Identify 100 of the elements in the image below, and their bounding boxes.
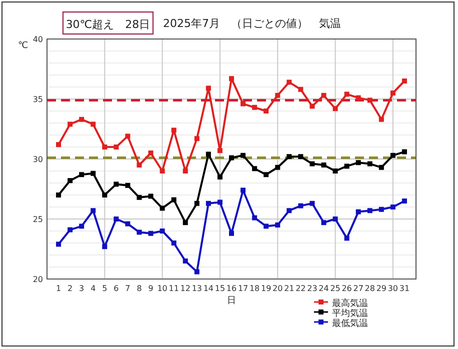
x-tick-label: 25 bbox=[330, 284, 340, 293]
x-tick-label: 5 bbox=[102, 284, 108, 293]
point bbox=[125, 221, 130, 226]
chart-title: 2025年7月 （日ごとの値） 気温 bbox=[163, 17, 341, 30]
point bbox=[332, 216, 338, 222]
x-tick-label: 28 bbox=[364, 284, 375, 293]
x-tick-label: 26 bbox=[342, 284, 352, 293]
point bbox=[264, 108, 269, 114]
point bbox=[68, 227, 73, 232]
point bbox=[390, 90, 396, 96]
point bbox=[390, 204, 396, 210]
x-tick-label: 21 bbox=[284, 284, 294, 293]
point bbox=[102, 144, 108, 150]
x-tick-label: 27 bbox=[353, 284, 364, 293]
point bbox=[90, 170, 96, 176]
point bbox=[114, 216, 119, 222]
legend-label: 最高気温 bbox=[332, 298, 368, 309]
x-tick-label: 8 bbox=[136, 284, 142, 293]
point bbox=[240, 152, 246, 158]
point bbox=[79, 116, 84, 122]
point bbox=[206, 86, 211, 91]
point bbox=[275, 164, 280, 170]
point bbox=[160, 206, 165, 211]
point bbox=[79, 172, 84, 178]
point bbox=[298, 154, 304, 160]
point bbox=[310, 161, 315, 166]
point bbox=[275, 222, 280, 228]
y-tick-label: 25 bbox=[32, 215, 43, 224]
point bbox=[229, 230, 234, 236]
point bbox=[90, 122, 96, 127]
point bbox=[286, 80, 292, 85]
point bbox=[56, 242, 62, 247]
x-tick-label: 12 bbox=[180, 284, 190, 293]
x-axis-title: 日 bbox=[227, 296, 236, 306]
point bbox=[310, 200, 315, 206]
point bbox=[160, 228, 165, 234]
x-tick-label: 14 bbox=[203, 284, 214, 293]
point bbox=[310, 104, 315, 109]
point bbox=[206, 152, 211, 157]
point bbox=[136, 194, 142, 200]
x-tick-label: 19 bbox=[261, 284, 272, 293]
point bbox=[344, 164, 350, 169]
point bbox=[367, 98, 372, 103]
point bbox=[194, 200, 200, 206]
point bbox=[367, 208, 372, 214]
x-tick-label: 29 bbox=[376, 284, 386, 293]
point bbox=[378, 206, 384, 212]
x-tick-label: 1 bbox=[56, 284, 62, 293]
point bbox=[275, 92, 280, 98]
point bbox=[378, 164, 384, 170]
point bbox=[286, 208, 292, 214]
point bbox=[240, 188, 246, 193]
point bbox=[378, 116, 384, 122]
point bbox=[114, 182, 119, 187]
point bbox=[321, 92, 326, 98]
point bbox=[402, 198, 407, 204]
x-tick-label: 18 bbox=[249, 284, 260, 293]
point bbox=[136, 162, 142, 168]
point bbox=[125, 134, 130, 139]
point bbox=[217, 148, 222, 154]
x-tick-label: 6 bbox=[114, 284, 119, 293]
x-tick-label: 4 bbox=[90, 284, 96, 293]
point bbox=[344, 92, 350, 97]
point bbox=[298, 86, 304, 92]
point bbox=[217, 174, 222, 180]
x-tick-label: 10 bbox=[157, 284, 168, 293]
point bbox=[102, 244, 108, 250]
x-tick-label: 23 bbox=[307, 284, 318, 293]
x-tick-label: 30 bbox=[388, 284, 398, 293]
point bbox=[206, 200, 211, 206]
point bbox=[252, 166, 258, 172]
point bbox=[182, 258, 188, 264]
text: 30℃超え 28日 bbox=[66, 18, 150, 31]
point bbox=[332, 106, 338, 112]
point bbox=[240, 101, 246, 106]
point bbox=[344, 236, 350, 241]
point bbox=[90, 208, 96, 214]
x-tick-label: 2 bbox=[68, 284, 73, 293]
point bbox=[321, 162, 326, 168]
x-tick-label: 7 bbox=[125, 284, 130, 293]
y-tick-label: 30 bbox=[32, 155, 43, 164]
y-tick-label: 35 bbox=[32, 95, 43, 104]
point bbox=[148, 150, 154, 156]
point bbox=[264, 224, 269, 229]
point bbox=[390, 152, 396, 158]
x-tick-label: 24 bbox=[318, 284, 329, 293]
point bbox=[402, 149, 407, 154]
x-tick-label: 11 bbox=[168, 284, 179, 293]
point bbox=[367, 161, 372, 166]
point bbox=[286, 154, 292, 160]
point bbox=[68, 122, 73, 127]
x-tick-label: 9 bbox=[148, 284, 154, 293]
point bbox=[160, 168, 165, 174]
x-tick-label: 16 bbox=[226, 284, 237, 293]
x-tick-label: 22 bbox=[296, 284, 306, 293]
point bbox=[321, 220, 326, 226]
legend-label: 平均気温 bbox=[332, 308, 368, 319]
point bbox=[56, 142, 62, 148]
point bbox=[356, 209, 361, 214]
point bbox=[264, 172, 269, 178]
